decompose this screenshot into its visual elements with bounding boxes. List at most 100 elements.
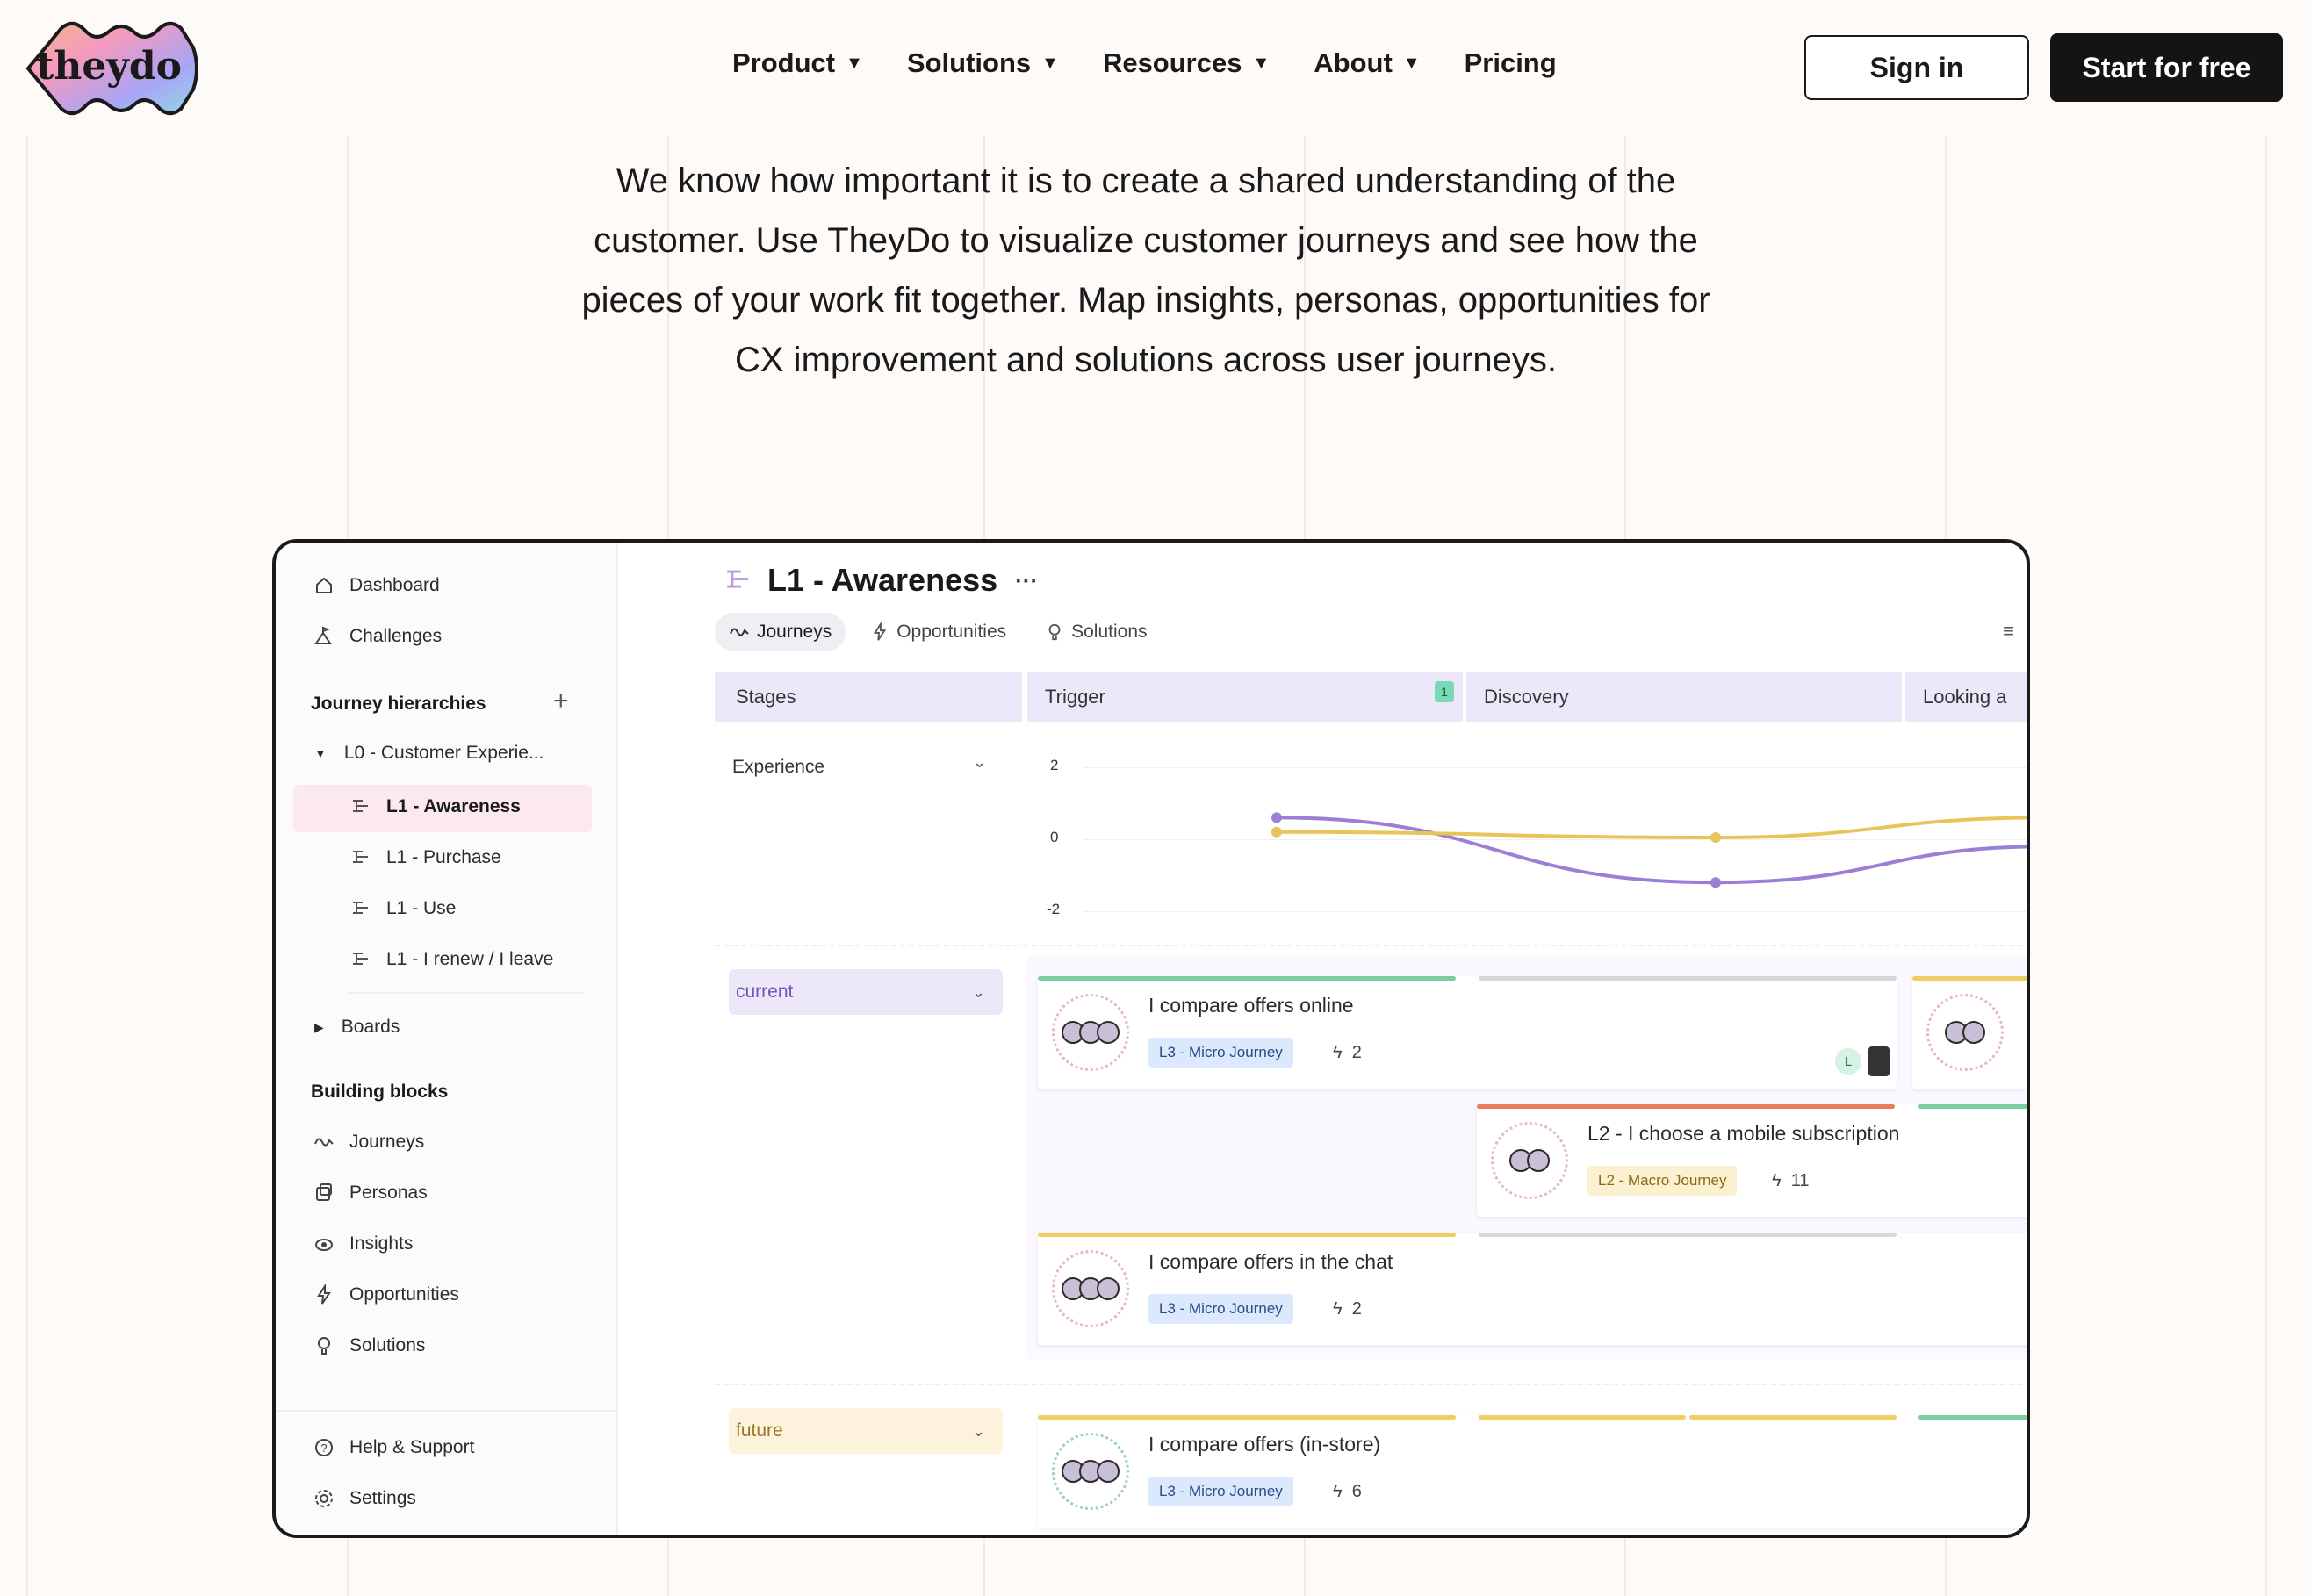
- start-for-free-button[interactable]: Start for free: [2050, 33, 2283, 102]
- nav-product[interactable]: Product ▼: [732, 47, 863, 78]
- sidebar-item-journeys[interactable]: Journeys: [311, 1129, 424, 1155]
- tree-item-purchase[interactable]: L1 - Purchase: [348, 845, 501, 871]
- divider: [276, 1410, 616, 1412]
- chevron-down-icon[interactable]: ⌄: [973, 753, 987, 771]
- lightning-icon: [311, 1282, 337, 1308]
- caret-down-icon: ▼: [1041, 53, 1059, 73]
- nav-pricing[interactable]: Pricing: [1464, 47, 1557, 78]
- experience-point-1-1[interactable]: [1710, 831, 1721, 843]
- stage-progress-bar: [1038, 976, 1456, 981]
- card-title: I compare offers (in-store): [1148, 1433, 1381, 1456]
- opportunity-count: ϟ 2: [1333, 1299, 1362, 1319]
- caret-down-icon: ▼: [1402, 53, 1421, 73]
- sidebar-item-personas[interactable]: Personas: [311, 1180, 428, 1206]
- app-sidebar: Dashboard Challenges Journey hierarchies…: [276, 543, 618, 1535]
- journey-card[interactable]: I compare offers (in-store) L3 - Micro J…: [1038, 1415, 2027, 1528]
- journey-ring: [1052, 1250, 1129, 1327]
- lightning-icon: [874, 622, 887, 641]
- gridline: [1084, 911, 2027, 912]
- nav-solutions[interactable]: Solutions ▼: [906, 47, 1059, 78]
- journey-ring: [1926, 994, 2004, 1071]
- hierarchy-icon: [727, 570, 749, 588]
- lightbulb-icon: [311, 1333, 337, 1359]
- micro-journey-tag: L3 - Micro Journey: [1148, 1477, 1293, 1506]
- add-icon[interactable]: +: [553, 687, 569, 715]
- experience-label: Experience: [732, 757, 825, 777]
- view-tabs: Journeys Opportunities Solutions: [715, 613, 1172, 651]
- avatar: [1962, 1021, 1985, 1044]
- sidebar-item-dashboard[interactable]: Dashboard: [311, 572, 440, 599]
- filter-icon[interactable]: ≡: [2003, 620, 2014, 642]
- stage-discovery[interactable]: Discovery: [1466, 672, 1902, 722]
- grid-line: [26, 136, 28, 1596]
- sidebar-item-solutions[interactable]: Solutions: [311, 1333, 425, 1359]
- home-icon: [311, 572, 337, 599]
- stage-progress-bar: [1918, 1104, 2027, 1109]
- tree-item-awareness[interactable]: L1 - Awareness: [348, 794, 521, 820]
- sidebar-item-boards[interactable]: ▶ Boards: [314, 1017, 400, 1037]
- avatar: [1868, 1046, 1890, 1076]
- sidebar-item-settings[interactable]: Settings: [311, 1485, 416, 1512]
- opportunity-count: ϟ 2: [1333, 1043, 1362, 1062]
- journey-card-partial[interactable]: [1912, 976, 2027, 1089]
- sidebar-item-opportunities[interactable]: Opportunities: [311, 1282, 459, 1308]
- lightbulb-icon: [1048, 623, 1061, 641]
- tree-item-use[interactable]: L1 - Use: [348, 895, 456, 922]
- grid-line: [2265, 136, 2267, 1596]
- journey-card[interactable]: I compare offers in the chat L3 - Micro …: [1038, 1233, 2027, 1345]
- sidebar-item-challenges[interactable]: Challenges: [311, 623, 442, 650]
- tab-opportunities[interactable]: Opportunities: [856, 613, 1020, 651]
- nav-resources[interactable]: Resources ▼: [1102, 47, 1271, 78]
- stage-progress-bar: [1689, 1415, 1897, 1420]
- experience-point-1-0[interactable]: [1271, 826, 1282, 838]
- stage-progress-bar: [1479, 976, 1897, 981]
- y-tick-minus-2: -2: [1047, 901, 1061, 917]
- tree-item-renew-leave[interactable]: L1 - I renew / I leave: [348, 946, 553, 973]
- experience-point-0-1[interactable]: [1710, 877, 1721, 888]
- sidebar-item-insights[interactable]: Insights: [311, 1231, 413, 1257]
- hierarchy-icon: [348, 794, 374, 820]
- chevron-down-icon: ⌄: [971, 1421, 985, 1440]
- caret-down-icon: ▼: [1252, 53, 1271, 73]
- caret-down-icon: ▼: [846, 53, 863, 73]
- lightning-icon: ϟ: [1333, 1299, 1352, 1319]
- avatar-group: [1945, 1021, 1985, 1044]
- tab-solutions[interactable]: Solutions: [1031, 613, 1161, 651]
- avatar: [1097, 1021, 1120, 1044]
- nav-about[interactable]: About ▼: [1314, 47, 1421, 78]
- journey-ring: [1052, 994, 1129, 1071]
- app-main: L1 - Awareness ··· Journeys Opportunitie…: [618, 543, 2027, 1535]
- stage-progress-bar: [1038, 1415, 1456, 1420]
- avatar: [1097, 1460, 1120, 1483]
- personas-icon: [311, 1180, 337, 1206]
- opportunity-count: ϟ 11: [1772, 1171, 1810, 1190]
- stage-trigger[interactable]: Trigger 1: [1027, 672, 1463, 722]
- experience-point-0-0[interactable]: [1271, 812, 1282, 823]
- tree-root-l0[interactable]: ▼ L0 - Customer Experie...: [314, 743, 544, 763]
- avatar: [1527, 1149, 1550, 1172]
- macro-journey-tag: L2 - Macro Journey: [1587, 1166, 1738, 1196]
- hierarchy-icon: [348, 946, 374, 973]
- journey-ring: [1491, 1122, 1568, 1199]
- tab-journeys[interactable]: Journeys: [715, 613, 846, 651]
- divider: [348, 992, 585, 994]
- active-highlight: [293, 785, 592, 832]
- stage-progress-bar: [1479, 1233, 1897, 1237]
- stage-looking[interactable]: Looking a: [1905, 672, 2027, 722]
- sign-in-button[interactable]: Sign in: [1804, 35, 2029, 100]
- macro-journey-card[interactable]: L2 - I choose a mobile subscription L2 -…: [1477, 1104, 2027, 1217]
- eye-icon: [311, 1231, 337, 1257]
- sidebar-item-help[interactable]: ? Help & Support: [311, 1434, 474, 1461]
- theydo-logo[interactable]: theydo: [19, 21, 199, 116]
- more-options-icon[interactable]: ···: [1015, 566, 1039, 593]
- card-title: I compare offers online: [1148, 994, 1354, 1017]
- logo-text: theydo: [36, 44, 182, 89]
- gridline: [1084, 839, 2027, 840]
- lane-divider: [715, 1384, 2027, 1385]
- lightning-icon: ϟ: [1333, 1482, 1352, 1501]
- journey-card[interactable]: I compare offers online L3 - Micro Journ…: [1038, 976, 1897, 1089]
- stage-progress-bar: [1038, 1233, 1456, 1237]
- lane-current-select[interactable]: current ⌄: [729, 969, 1003, 1015]
- lane-future-select[interactable]: future ⌄: [729, 1408, 1003, 1454]
- help-circle-icon: ?: [311, 1434, 337, 1461]
